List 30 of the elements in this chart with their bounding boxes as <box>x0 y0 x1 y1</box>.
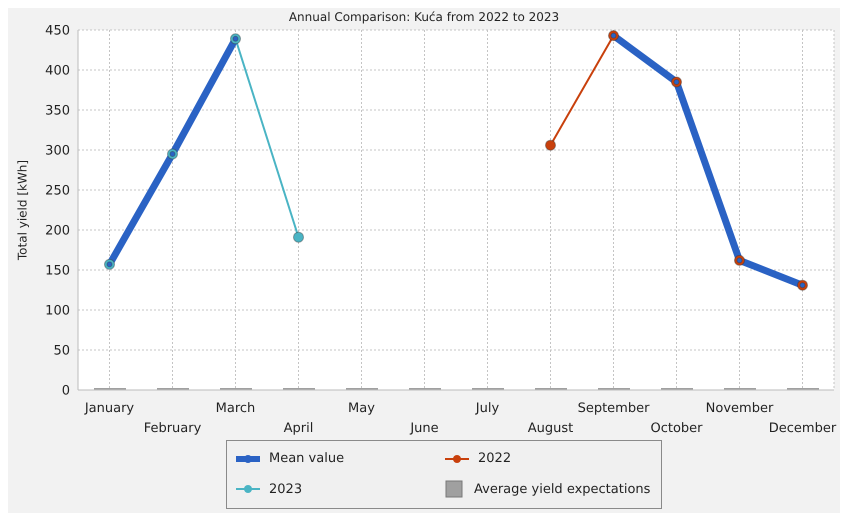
x-tick-label: April <box>284 421 314 436</box>
y-tick-label: 450 <box>45 24 70 39</box>
legend-label: Mean value <box>269 451 344 466</box>
legend-label: 2023 <box>269 482 302 496</box>
y-tick-label: 0 <box>62 384 70 399</box>
x-tick-label: August <box>528 421 574 436</box>
y-tick-label: 150 <box>45 264 70 279</box>
y-tick-label: 300 <box>45 144 70 159</box>
x-tick-label: January <box>84 401 134 416</box>
y-tick-label: 350 <box>45 104 70 119</box>
x-tick-label: December <box>768 421 837 436</box>
y-axis-title: Total yield [kWh] <box>15 160 30 262</box>
point <box>545 140 556 151</box>
point <box>293 232 304 243</box>
x-tick-label: November <box>706 401 774 416</box>
y-tick-label: 50 <box>53 344 70 359</box>
y-tick-label: 100 <box>45 304 70 319</box>
y-tick-label: 250 <box>45 184 70 199</box>
x-tick-label: June <box>409 421 439 436</box>
chart-title: Annual Comparison: Kuća from 2022 to 2023 <box>288 10 560 24</box>
x-tick-label: May <box>348 401 376 416</box>
y-tick-label: 200 <box>45 224 70 239</box>
x-tick-label: February <box>144 421 202 436</box>
x-tick-label: October <box>650 421 704 436</box>
legend-label: 2022 <box>478 451 512 466</box>
legend-label: Average yield expectations <box>474 482 650 496</box>
x-tick-label: July <box>474 401 500 416</box>
x-tick-label: September <box>578 401 650 416</box>
x-tick-label: March <box>216 401 256 416</box>
y-tick-label: 400 <box>45 64 70 79</box>
